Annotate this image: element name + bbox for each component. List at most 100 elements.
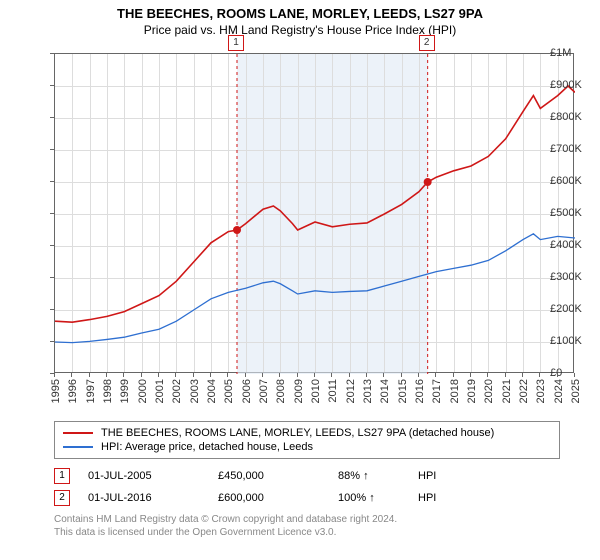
x-axis-label: 2018	[449, 379, 461, 403]
y-axis-label: £100K	[550, 335, 596, 347]
x-axis-label: 2010	[310, 379, 322, 403]
event-pct: 100% ↑	[338, 492, 418, 504]
legend-label: HPI: Average price, detached house, Leed…	[101, 441, 313, 453]
event-row: 2 01-JUL-2016£600,000100% ↑HPI	[54, 487, 560, 509]
x-tick	[210, 373, 211, 377]
legend-item: THE BEECHES, ROOMS LANE, MORLEY, LEEDS, …	[63, 426, 551, 440]
event-point	[424, 178, 432, 186]
x-tick	[89, 373, 90, 377]
x-tick	[487, 373, 488, 377]
x-tick	[366, 373, 367, 377]
x-tick	[141, 373, 142, 377]
x-tick	[331, 373, 332, 377]
attribution-line: Contains HM Land Registry data © Crown c…	[54, 513, 560, 526]
x-tick	[522, 373, 523, 377]
x-axis-label: 2015	[397, 379, 409, 403]
y-tick	[50, 309, 54, 310]
y-tick	[50, 341, 54, 342]
event-marker-box: 2	[419, 35, 435, 51]
x-tick	[539, 373, 540, 377]
x-tick	[106, 373, 107, 377]
event-price: £450,000	[218, 470, 338, 482]
x-tick	[383, 373, 384, 377]
attribution: Contains HM Land Registry data © Crown c…	[54, 513, 560, 539]
x-tick	[349, 373, 350, 377]
series-line-hpi	[55, 234, 575, 343]
y-axis-label: £800K	[550, 111, 596, 123]
event-vs: HPI	[418, 470, 498, 482]
event-marker-box: 1	[228, 35, 244, 51]
y-axis-label: £400K	[550, 239, 596, 251]
x-axis-label: 2007	[258, 379, 270, 403]
x-tick	[54, 373, 55, 377]
y-tick	[50, 53, 54, 54]
x-axis-label: 2021	[501, 379, 513, 403]
chart-svg	[55, 54, 575, 374]
x-axis-label: 2008	[275, 379, 287, 403]
series-line-property	[55, 86, 575, 322]
x-axis-label: 2012	[345, 379, 357, 403]
event-date: 01-JUL-2016	[88, 492, 218, 504]
y-axis-label: £1M	[550, 47, 596, 59]
y-tick	[50, 85, 54, 86]
events-table: 1 01-JUL-2005£450,00088% ↑HPI 2 01-JUL-2016…	[54, 465, 560, 509]
event-vs: HPI	[418, 492, 498, 504]
x-axis-label: 2019	[466, 379, 478, 403]
x-axis-label: 1999	[119, 379, 131, 403]
x-axis-label: 1998	[102, 379, 114, 403]
x-axis-label: 1995	[50, 379, 62, 403]
y-axis-label: £600K	[550, 175, 596, 187]
event-price: £600,000	[218, 492, 338, 504]
attribution-line: This data is licensed under the Open Gov…	[54, 526, 560, 539]
x-axis-label: 2000	[137, 379, 149, 403]
x-tick	[297, 373, 298, 377]
legend: THE BEECHES, ROOMS LANE, MORLEY, LEEDS, …	[54, 421, 560, 459]
x-axis-label: 2004	[206, 379, 218, 403]
y-axis-label: £900K	[550, 79, 596, 91]
x-axis-label: 2024	[553, 379, 565, 403]
x-axis-label: 1996	[67, 379, 79, 403]
x-tick	[435, 373, 436, 377]
x-tick	[262, 373, 263, 377]
x-tick	[574, 373, 575, 377]
x-axis-label: 2014	[379, 379, 391, 403]
x-tick	[418, 373, 419, 377]
x-tick	[279, 373, 280, 377]
y-tick	[50, 213, 54, 214]
x-axis-label: 2020	[483, 379, 495, 403]
x-tick	[175, 373, 176, 377]
legend-label: THE BEECHES, ROOMS LANE, MORLEY, LEEDS, …	[101, 427, 494, 439]
event-row: 1 01-JUL-2005£450,00088% ↑HPI	[54, 465, 560, 487]
legend-swatch	[63, 446, 93, 448]
x-axis-label: 2006	[241, 379, 253, 403]
event-n-cell: 1	[54, 468, 88, 484]
x-axis-label: 2023	[535, 379, 547, 403]
x-axis-label: 2011	[327, 379, 339, 403]
x-tick	[158, 373, 159, 377]
x-axis-label: 2025	[570, 379, 582, 403]
x-tick	[227, 373, 228, 377]
x-axis-label: 2017	[431, 379, 443, 403]
x-tick	[123, 373, 124, 377]
y-tick	[50, 277, 54, 278]
y-tick	[50, 181, 54, 182]
y-axis-label: £200K	[550, 303, 596, 315]
x-tick	[557, 373, 558, 377]
x-tick	[505, 373, 506, 377]
x-axis-label: 2002	[171, 379, 183, 403]
event-marker-box-inline: 2	[54, 490, 70, 506]
x-axis-label: 2005	[223, 379, 235, 403]
chart-container: THE BEECHES, ROOMS LANE, MORLEY, LEEDS, …	[0, 6, 600, 539]
event-date: 01-JUL-2005	[88, 470, 218, 482]
x-tick	[71, 373, 72, 377]
event-marker-box-inline: 1	[54, 468, 70, 484]
legend-item: HPI: Average price, detached house, Leed…	[63, 440, 551, 454]
y-tick	[50, 149, 54, 150]
x-axis-label: 2003	[189, 379, 201, 403]
event-n-cell: 2	[54, 490, 88, 506]
x-tick	[470, 373, 471, 377]
event-pct: 88% ↑	[338, 470, 418, 482]
x-tick	[314, 373, 315, 377]
x-tick	[453, 373, 454, 377]
y-axis-label: £500K	[550, 207, 596, 219]
